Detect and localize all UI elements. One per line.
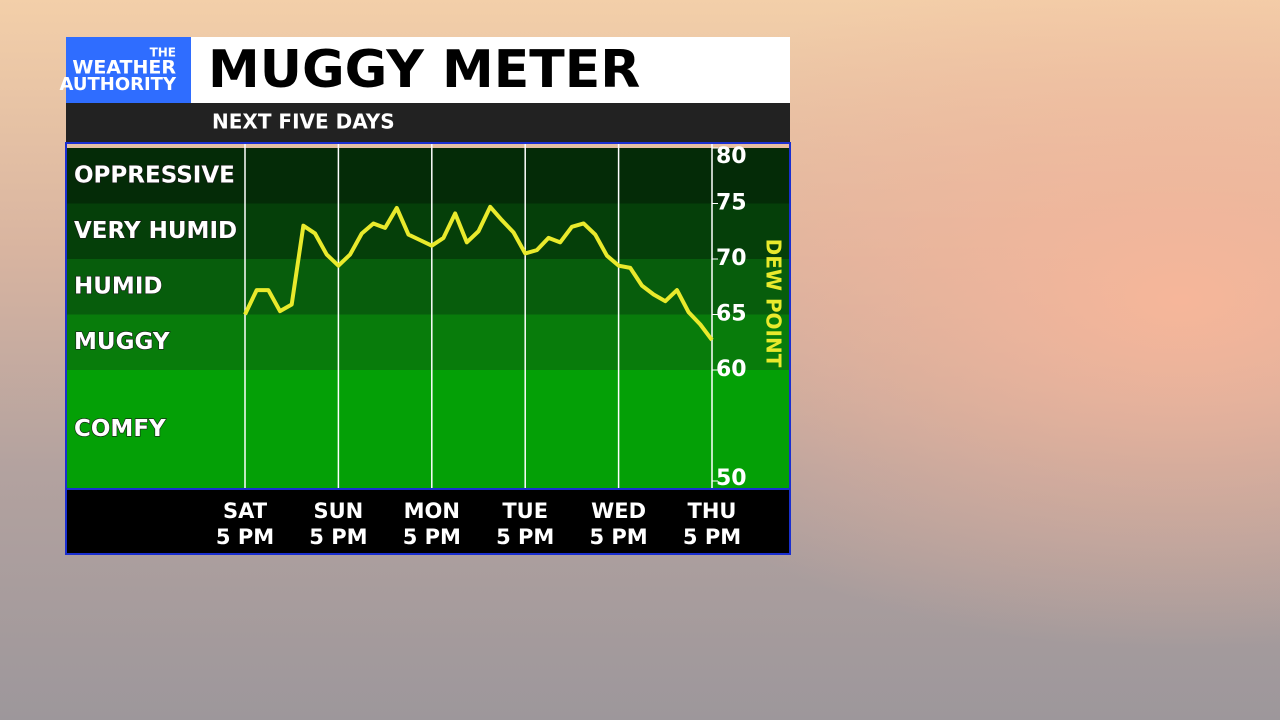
logo-text: AUTHORITY xyxy=(59,74,176,95)
band xyxy=(66,370,790,489)
x-tick-label: TUE 5 PM xyxy=(496,499,555,549)
y-tick-label: 75 xyxy=(716,191,747,216)
y-tick-label: 50 xyxy=(716,466,747,491)
dew-point-line xyxy=(243,204,714,342)
title-box xyxy=(191,37,790,103)
band-label: COMFY xyxy=(74,416,166,442)
logo-box xyxy=(66,37,191,103)
logo-text: THE xyxy=(150,46,176,60)
x-axis-strip xyxy=(65,488,791,555)
band xyxy=(66,259,790,315)
x-tick-label: THU 5 PM xyxy=(682,499,742,549)
x-tick-label: MON 5 PM xyxy=(402,499,461,549)
chart-subtitle: NEXT FIVE DAYS xyxy=(212,110,395,134)
band-label: MUGGY xyxy=(74,329,170,355)
band xyxy=(66,314,790,370)
y-tick-label: 80 xyxy=(716,144,747,169)
plot-border xyxy=(65,142,791,490)
band-label: OPPRESSIVE xyxy=(74,162,235,188)
logo-text: WEATHER xyxy=(72,57,176,79)
x-tick-label: SUN 5 PM xyxy=(309,499,368,549)
subtitle-box xyxy=(66,103,790,143)
y-tick-label: 60 xyxy=(716,357,747,382)
band-label: VERY HUMID xyxy=(74,218,237,244)
y-axis-title: DEW POINT xyxy=(762,239,786,368)
x-tick-label: SAT 5 PM xyxy=(215,499,275,549)
chart-title: MUGGY METER xyxy=(208,40,640,100)
y-tick-label: 65 xyxy=(716,302,747,327)
band xyxy=(66,148,790,204)
x-tick-label: WED 5 PM xyxy=(589,499,648,549)
band-label: HUMID xyxy=(74,273,162,299)
y-tick-label: 70 xyxy=(716,246,747,271)
band xyxy=(66,203,790,259)
